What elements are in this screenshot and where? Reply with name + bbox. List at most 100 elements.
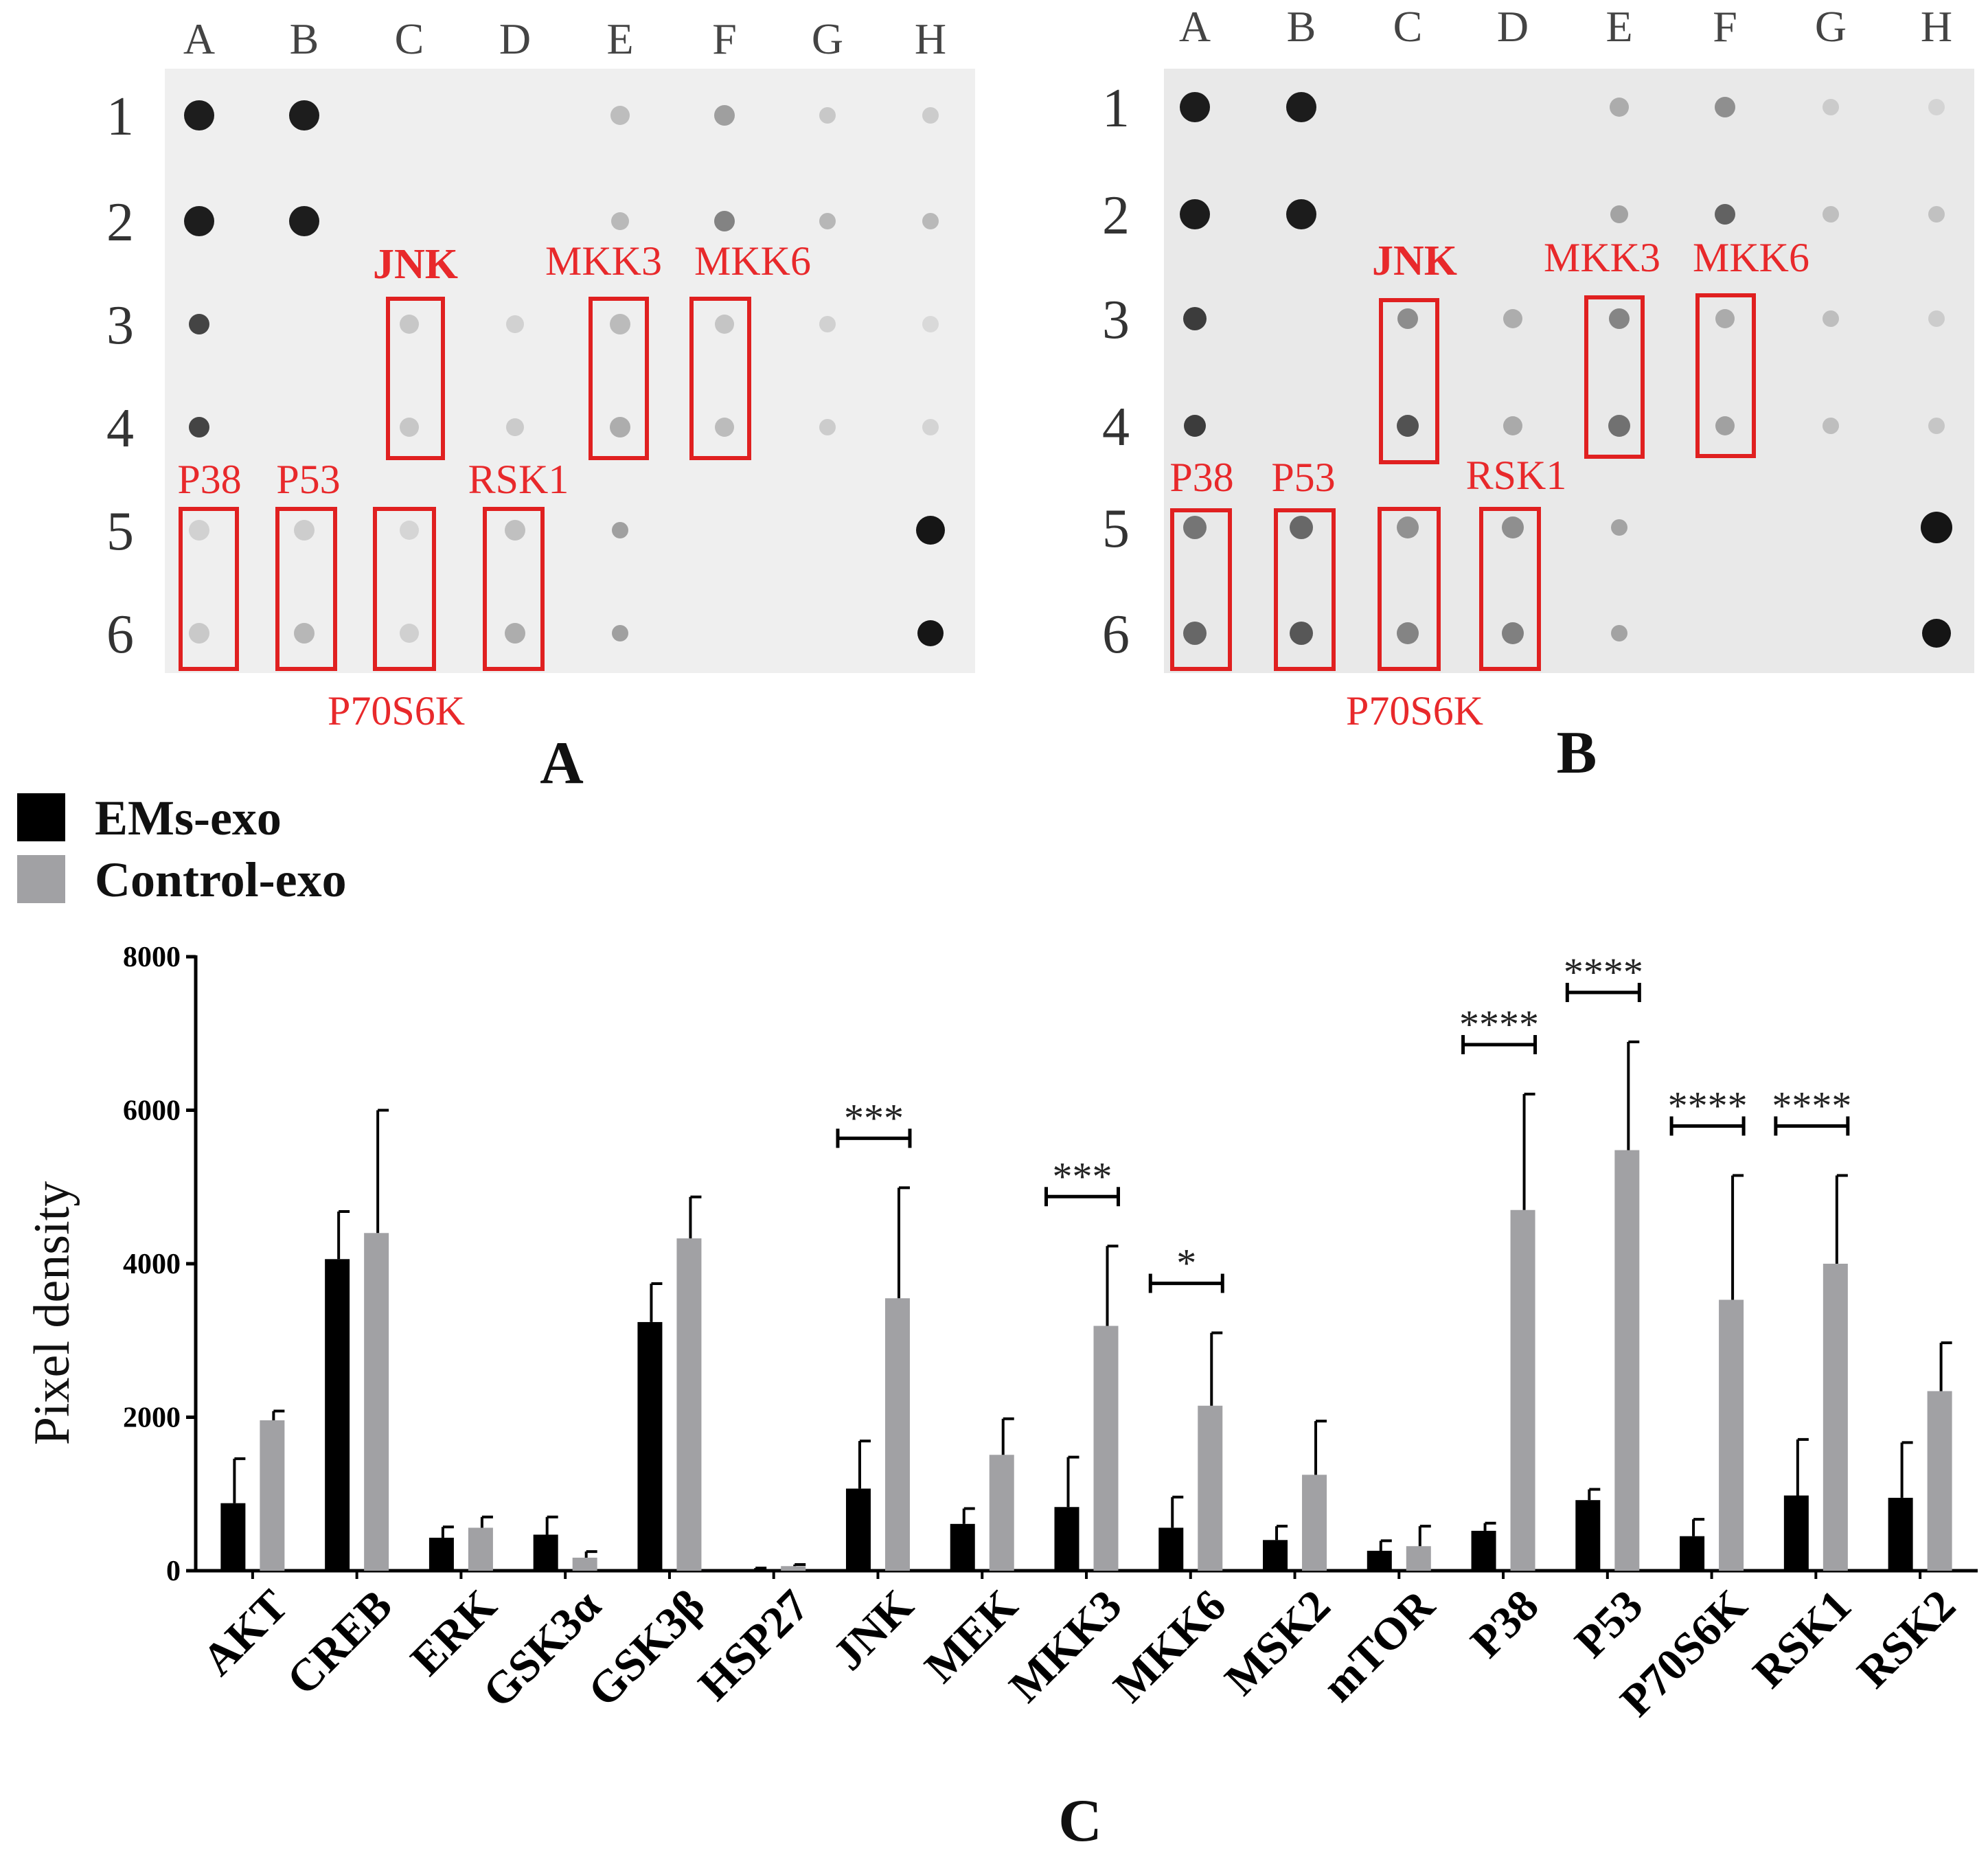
blot-row-header: 3 [106,295,134,356]
blot-row-header: 5 [1102,499,1130,559]
blot-spot [189,520,209,541]
blot-spot [715,418,734,437]
blot-spot [611,212,629,230]
bar-ems [1263,1540,1288,1571]
blot-column-header: G [812,14,843,63]
blot-a-box-p53 [275,507,337,671]
blot-row-header: 4 [1102,397,1130,457]
blot-spot [1286,199,1316,229]
bar-ems [1783,1495,1809,1571]
bar-control [364,1233,389,1571]
blot-column-header: H [915,14,946,63]
significance-stars: * [1176,1241,1196,1286]
blot-spot [1611,625,1627,641]
blot-spot [610,417,630,437]
significance-stars: *** [1053,1154,1112,1198]
x-tick-label: GSK3β [578,1580,714,1716]
blot-column-header: C [395,14,424,63]
blot-row-header: 4 [106,398,134,459]
significance-stars: **** [1459,1002,1539,1047]
blot-spot [1397,516,1419,538]
blot-spot [400,521,419,540]
blot-column-header: A [1179,2,1211,51]
blot-spot [922,419,939,435]
blot-spot [1183,516,1207,539]
blot-spot [189,314,209,334]
blot-b-label-rsk1: RSK1 [1466,453,1567,498]
blot-column-header: F [712,14,737,63]
blot-spot [400,418,419,437]
bar-control [1823,1264,1848,1571]
bar-ems [220,1503,246,1571]
x-tick-label: HSP27 [689,1580,819,1710]
blot-column-header: C [1393,2,1423,51]
blot-spot [1928,310,1945,327]
bar-ems [1367,1550,1392,1571]
blot-spot [1715,309,1735,328]
blot-spot [1397,308,1418,329]
blot-column-header: F [1713,2,1737,51]
blot-spot [506,418,524,436]
blot-spot [1502,622,1524,644]
blot-column-header: D [499,14,531,63]
significance-stars: *** [844,1095,904,1140]
x-tick-label: mTOR [1313,1580,1445,1712]
blot-spot [922,213,939,229]
blot-spot [400,315,419,334]
bar-control [989,1455,1014,1571]
y-tick-label: 8000 [123,942,181,973]
x-tick-label: MKK3 [1000,1580,1132,1712]
blot-spot [1609,308,1630,329]
blot-b-panel-label: B [1557,720,1597,786]
blot-a-label-p70s6k: P70S6K [328,688,465,734]
blot-b-highlight-boxes [1170,293,1756,671]
blot-spot [1928,206,1945,223]
blot-spot [612,625,628,641]
bar-ems [845,1488,871,1571]
bar-ems [1680,1536,1705,1571]
panel-c-label: C [1058,1788,1102,1853]
blot-a-label-jnk: JNK [373,241,458,288]
blot-a-label-mkk3: MKK3 [545,238,662,284]
bar-control [1093,1326,1119,1571]
blot-a-label-p38: P38 [177,457,241,502]
blot-column-header: A [183,14,215,63]
blot-a-spots [184,100,945,646]
blot-spot [506,315,524,333]
blot-b-label-mkk3: MKK3 [1544,235,1660,280]
blot-b-box-mkk6 [1695,293,1756,458]
error-bars [233,1041,1952,1570]
blot-spot [1183,307,1207,330]
blot-spot [819,419,836,435]
legend-label-control: Control-exo [95,852,347,907]
blot-spot [1928,418,1945,434]
blot-spot [922,316,939,332]
x-tick-label: MSK2 [1215,1580,1340,1705]
blot-spot [505,520,525,541]
legend-label-ems: EMs-exo [95,791,282,845]
blot-a-panel: A B C D E F G H 1 2 3 4 5 6 JNK MKK3 MKK6 P38 P53 RS… [106,14,975,797]
blot-a-box-mkk6 [689,297,751,460]
blot-column-header: B [290,14,319,63]
bar-ems [1471,1530,1496,1571]
bar-control [781,1566,806,1571]
blot-spot [1928,99,1945,115]
bar-control [1406,1546,1431,1571]
blot-spot [294,520,315,541]
blot-spot [1610,98,1629,117]
blot-b-box-rsk1 [1479,507,1541,671]
y-tick-label: 0 [166,1556,181,1587]
blot-spot [1823,99,1839,115]
x-tick-label: CREB [277,1580,402,1705]
x-tick-label: JNK [823,1580,923,1680]
blot-row-header: 3 [1102,290,1130,350]
blot-spot [922,107,939,124]
bar-ems [1158,1527,1184,1571]
x-tick-label: RSK2 [1848,1580,1965,1698]
blot-spot [1290,622,1313,645]
blot-spot [714,211,735,231]
blot-spot [714,105,735,126]
legend-swatch-control [17,855,65,903]
blot-spot [819,316,836,332]
blot-spot [189,623,209,644]
